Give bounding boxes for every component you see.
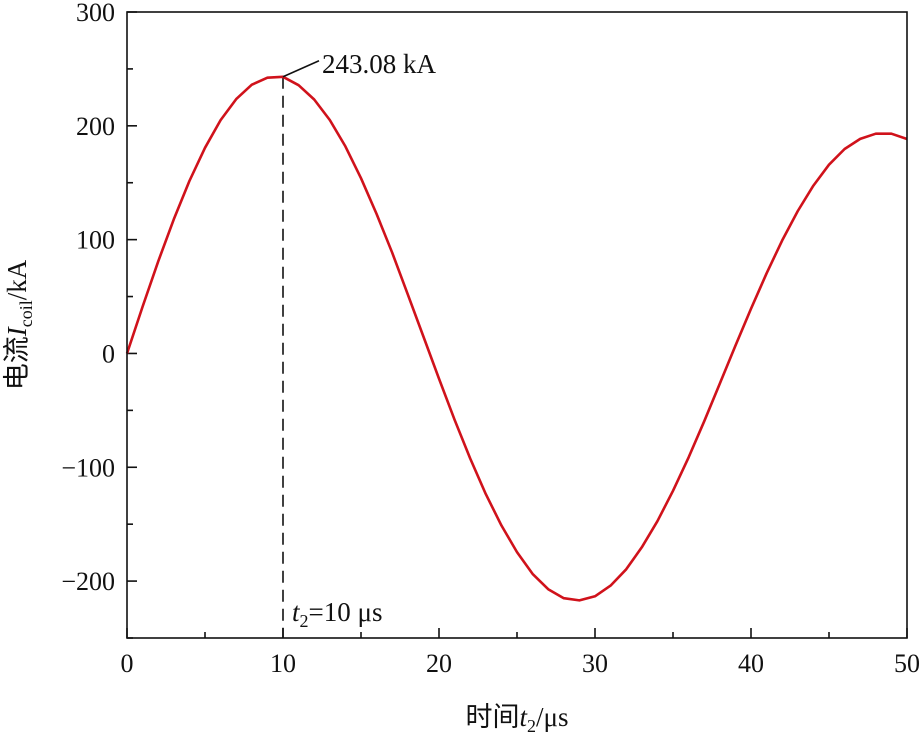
series-line-current (125, 75, 908, 602)
x-tick-label: 0 (121, 649, 134, 678)
x-tick-label: 40 (738, 649, 764, 678)
t2-rest: =10 μs (309, 597, 383, 627)
t2-var: t (292, 597, 301, 627)
x-label-var: t (520, 702, 529, 732)
x-label-prefix: 时间 (466, 702, 520, 732)
t2-marker-label: t2=10 μs (292, 597, 382, 631)
x-tick-label: 30 (582, 649, 608, 678)
y-label-sub: coil (16, 300, 36, 327)
y-label-unit: /kA (2, 259, 32, 300)
y-axis-label: 电流Icoil/kA (2, 259, 36, 390)
y-tick-label: 200 (76, 112, 115, 141)
ticks-layer: 0 10 20 30 40 50 300 200 100 0 −100 −200 (61, 0, 920, 678)
x-tick-label: 10 (270, 649, 296, 678)
y-label-var: I (2, 325, 32, 337)
y-tick-label: 300 (76, 0, 115, 27)
x-tick-label: 20 (426, 649, 452, 678)
y-tick-label: 100 (76, 226, 115, 255)
y-tick-label: −200 (61, 567, 115, 596)
x-axis-label: 时间t2/μs (466, 702, 569, 736)
peak-value-label: 243.08 kA (322, 49, 437, 79)
x-label-unit: /μs (536, 702, 568, 732)
t2-sub: 2 (300, 611, 309, 631)
peak-leader-line (282, 60, 320, 78)
x-tick-label: 50 (894, 649, 920, 678)
plot-frame (126, 11, 908, 639)
x-label-sub: 2 (527, 716, 536, 736)
y-tick-label: 0 (102, 339, 115, 368)
y-tick-label: −100 (61, 453, 115, 482)
y-label-prefix: 电流 (2, 336, 32, 390)
